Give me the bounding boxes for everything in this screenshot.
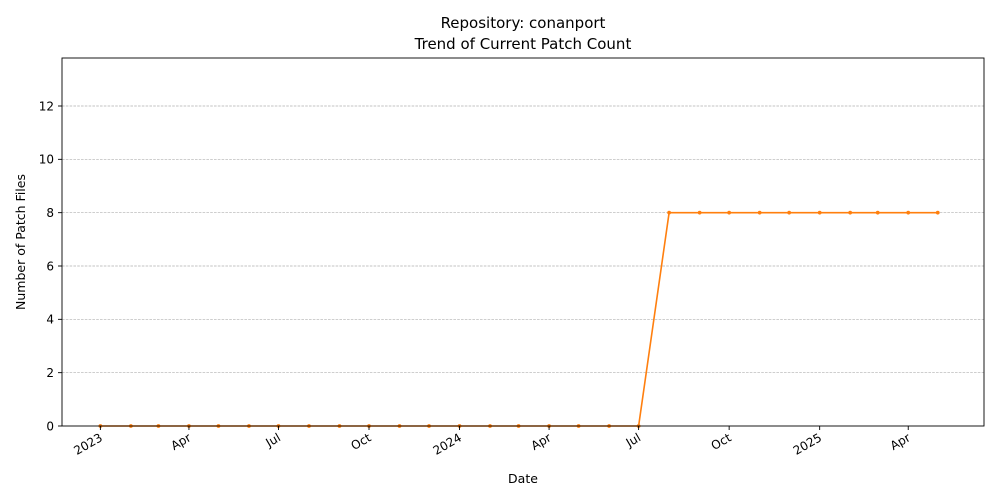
data-point	[935, 210, 940, 215]
x-tick-label: 2024	[431, 430, 464, 457]
x-axis-label: Date	[508, 471, 538, 486]
x-tick-label: Apr	[888, 430, 913, 453]
x-tick-label: Apr	[168, 430, 193, 453]
y-tick-label: 0	[46, 419, 54, 433]
chart-title-line1: Repository: conanport	[441, 14, 606, 32]
data-point	[667, 210, 672, 215]
x-axis-ticks: 2023 Apr Jul Oct 2024 Apr Jul Oct 2025 Apr	[71, 426, 913, 458]
y-axis-ticks: 0 2 4 6 8 10 12	[39, 99, 62, 433]
data-point	[848, 210, 853, 215]
data-point	[906, 210, 911, 215]
y-tick-label: 12	[39, 99, 54, 113]
x-tick-label: Apr	[529, 430, 554, 453]
y-tick-label: 6	[46, 259, 54, 273]
data-point	[697, 210, 702, 215]
x-tick-label: 2025	[791, 430, 824, 457]
y-axis-label: Number of Patch Files	[13, 174, 28, 310]
x-tick-label: 2023	[71, 430, 104, 457]
data-point	[875, 210, 880, 215]
data-point	[727, 210, 732, 215]
x-tick-label: Jul	[623, 430, 643, 450]
data-point	[787, 210, 792, 215]
plot-frame	[61, 57, 985, 427]
y-tick-label: 4	[46, 313, 54, 327]
y-tick-label: 10	[39, 153, 54, 167]
x-tick-label: Oct	[709, 430, 734, 453]
chart-title-line2: Trend of Current Patch Count	[414, 35, 632, 53]
x-tick-label: Jul	[263, 430, 283, 450]
data-point	[757, 210, 762, 215]
grid-lines	[62, 105, 984, 374]
data-point	[817, 210, 822, 215]
y-tick-label: 2	[46, 366, 54, 380]
x-tick-label: Oct	[349, 430, 374, 453]
y-tick-label: 8	[46, 206, 54, 220]
